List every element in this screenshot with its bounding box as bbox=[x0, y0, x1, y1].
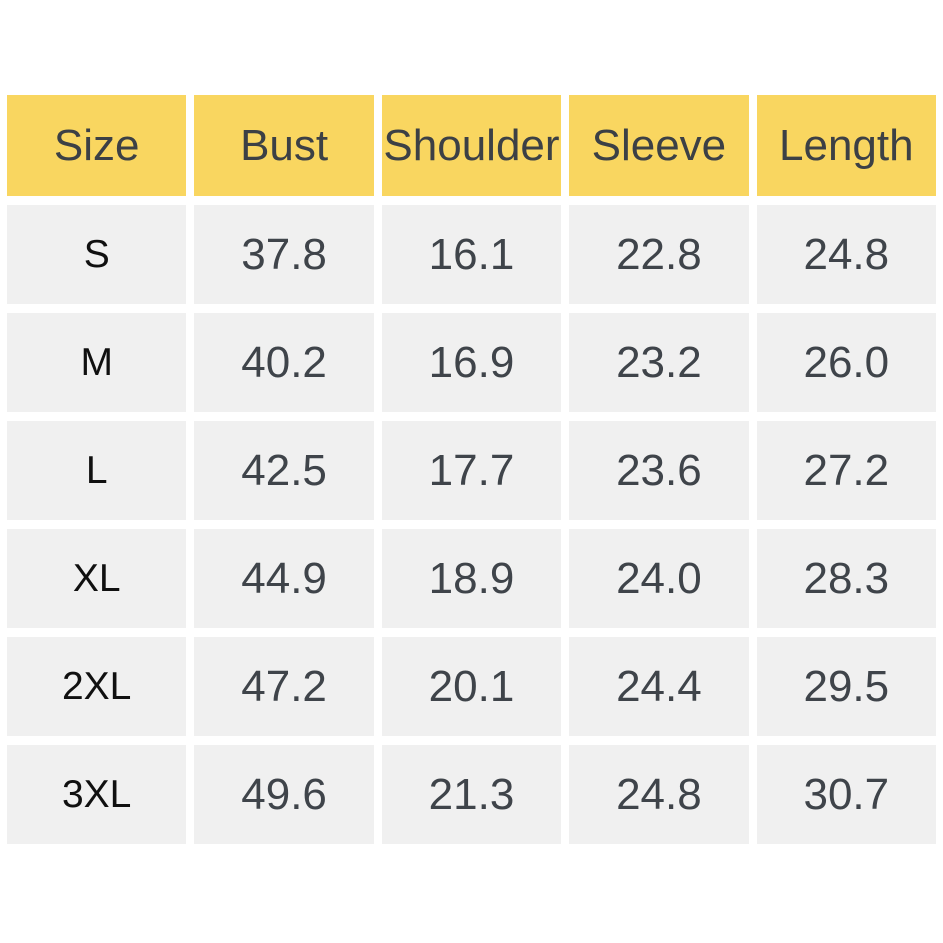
length-value-2xl: 29.5 bbox=[756, 637, 936, 736]
shoulder-value-2xl: 20.1 bbox=[381, 637, 562, 736]
size-label-3xl: 3XL bbox=[7, 745, 187, 844]
bust-value-m: 40.2 bbox=[194, 313, 374, 412]
size-label-l: L bbox=[7, 421, 187, 520]
column-header-sleeve: Sleeve bbox=[569, 95, 749, 196]
column-header-shoulder: Shoulder bbox=[381, 95, 562, 196]
bust-value-s: 37.8 bbox=[194, 205, 374, 304]
shoulder-value-xl: 18.9 bbox=[381, 529, 562, 628]
length-value-m: 26.0 bbox=[756, 313, 936, 412]
shoulder-value-m: 16.9 bbox=[381, 313, 562, 412]
sleeve-value-s: 22.8 bbox=[569, 205, 749, 304]
shoulder-value-l: 17.7 bbox=[381, 421, 562, 520]
length-value-3xl: 30.7 bbox=[756, 745, 936, 844]
size-label-m: M bbox=[7, 313, 187, 412]
sleeve-value-2xl: 24.4 bbox=[569, 637, 749, 736]
column-header-length: Length bbox=[756, 95, 936, 196]
size-chart-table: Size Bust Shoulder Sleeve Length S 37.8 … bbox=[7, 95, 936, 844]
size-label-xl: XL bbox=[7, 529, 187, 628]
shoulder-value-3xl: 21.3 bbox=[381, 745, 562, 844]
shoulder-value-s: 16.1 bbox=[381, 205, 562, 304]
sleeve-value-xl: 24.0 bbox=[569, 529, 749, 628]
bust-value-3xl: 49.6 bbox=[194, 745, 374, 844]
bust-value-xl: 44.9 bbox=[194, 529, 374, 628]
bust-value-l: 42.5 bbox=[194, 421, 374, 520]
column-header-bust: Bust bbox=[194, 95, 374, 196]
sleeve-value-l: 23.6 bbox=[569, 421, 749, 520]
sleeve-value-3xl: 24.8 bbox=[569, 745, 749, 844]
bust-value-2xl: 47.2 bbox=[194, 637, 374, 736]
length-value-xl: 28.3 bbox=[756, 529, 936, 628]
length-value-l: 27.2 bbox=[756, 421, 936, 520]
length-value-s: 24.8 bbox=[756, 205, 936, 304]
size-label-2xl: 2XL bbox=[7, 637, 187, 736]
size-label-s: S bbox=[7, 205, 187, 304]
sleeve-value-m: 23.2 bbox=[569, 313, 749, 412]
column-header-size: Size bbox=[7, 95, 187, 196]
